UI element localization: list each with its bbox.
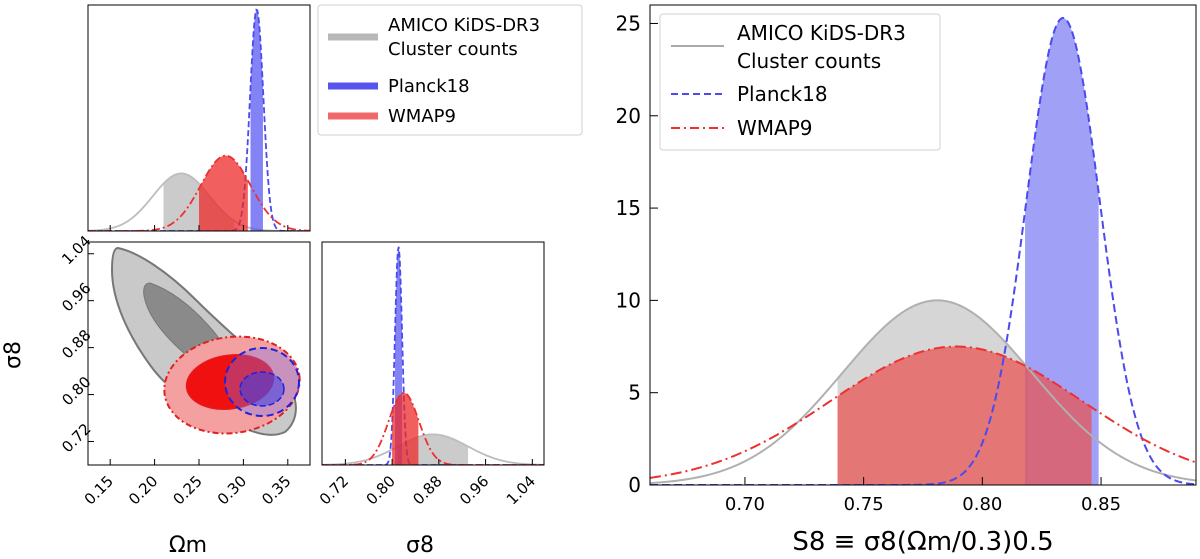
amico-curve bbox=[322, 433, 544, 465]
omega-m-x-tick-label: 0.25 bbox=[169, 472, 205, 508]
sigma8-x-tick-label: 1.04 bbox=[503, 472, 539, 508]
sigma8-marginal-frame bbox=[321, 241, 545, 466]
s8-x-tick-label: 0.85 bbox=[1081, 494, 1121, 515]
joint-contour-panel bbox=[110, 246, 301, 436]
s8-legend: AMICO KiDS-DR3 Cluster counts Planck18 W… bbox=[659, 13, 941, 151]
planck-curve bbox=[322, 246, 544, 465]
s8-axes: 0.70 0.75 0.80 0.85 0 5 10 15 20 25 bbox=[616, 11, 1122, 515]
s8-y-tick-label: 15 bbox=[616, 196, 641, 220]
s8-x-tick-label: 0.70 bbox=[725, 494, 765, 515]
s8-x-tick-label: 0.80 bbox=[962, 494, 1002, 515]
omega-m-marginal-panel bbox=[88, 8, 310, 231]
wmap-credible-fill bbox=[392, 392, 419, 465]
sigma8-x-tick-label: 0.72 bbox=[316, 472, 352, 508]
sigma8-x-tick-label: 0.80 bbox=[363, 472, 399, 508]
s8-legend-wmap-label: WMAP9 bbox=[737, 116, 813, 140]
omega-m-x-tick-label: 0.15 bbox=[81, 472, 117, 508]
s8-legend-amico-line1: AMICO KiDS-DR3 bbox=[737, 21, 906, 45]
omega-m-x-tick-label: 0.35 bbox=[258, 472, 294, 508]
s8-legend-planck-label: Planck18 bbox=[737, 82, 828, 106]
joint-y-tick-label: 0.72 bbox=[58, 420, 94, 456]
s8-wmap-curve bbox=[650, 345, 1196, 479]
planck-credible-fill bbox=[250, 9, 263, 231]
s8-frame bbox=[649, 4, 1197, 486]
legend-planck-label: Planck18 bbox=[388, 76, 470, 97]
s8-wmap-credible-fill bbox=[837, 346, 1092, 485]
sigma8-marginal-panel bbox=[322, 246, 544, 465]
s8-axis-title: S8 ≡ σ8(Ωm/0.3)0.5 bbox=[792, 527, 1053, 557]
omega-m-x-tick-label: 0.30 bbox=[214, 472, 250, 508]
joint-y-tick-label: 0.80 bbox=[58, 373, 94, 409]
s8-y-tick-label: 5 bbox=[628, 381, 641, 405]
sigma8-x-tick-label: 0.96 bbox=[456, 472, 492, 508]
corner-legend: AMICO KiDS-DR3 Cluster counts Planck18 W… bbox=[317, 4, 583, 136]
s8-amico-curve bbox=[650, 299, 1196, 485]
wmap-curve bbox=[322, 391, 544, 465]
s8-y-tick-label: 10 bbox=[616, 288, 641, 312]
s8-legend-amico-line2: Cluster counts bbox=[737, 49, 881, 73]
planck-curve bbox=[88, 8, 310, 231]
planck-68-contour bbox=[239, 371, 285, 407]
sigma8-y-axis-title: σ8 bbox=[1, 341, 26, 369]
s8-x-tick-label: 0.75 bbox=[844, 494, 884, 515]
s8-panel bbox=[650, 16, 1196, 485]
legend-wmap-label: WMAP9 bbox=[388, 106, 456, 127]
omega-m-x-tick-label: 0.20 bbox=[125, 472, 161, 508]
joint-y-tick-label: 1.04 bbox=[58, 232, 94, 268]
sigma8-x-tick-label: 0.88 bbox=[409, 472, 445, 508]
joint-y-tick-label: 0.88 bbox=[58, 326, 94, 362]
s8-y-tick-label: 25 bbox=[616, 11, 641, 35]
omega-m-axis-title: Ωm bbox=[169, 533, 207, 558]
s8-planck-credible-fill bbox=[1025, 17, 1099, 485]
sigma8-axes: 0.72 0.80 0.88 0.96 1.04 bbox=[316, 459, 539, 508]
legend-amico-line2: Cluster counts bbox=[388, 39, 518, 60]
wmap-credible-fill bbox=[199, 155, 248, 231]
s8-y-tick-label: 0 bbox=[628, 473, 641, 497]
sigma8-axis-title: σ8 bbox=[406, 533, 434, 558]
omega-m-axis-title-text: Ωm bbox=[169, 533, 207, 558]
s8-y-tick-label: 20 bbox=[616, 104, 641, 128]
joint-y-tick-label: 0.96 bbox=[58, 279, 94, 315]
legend-amico-line1: AMICO KiDS-DR3 bbox=[388, 15, 540, 36]
